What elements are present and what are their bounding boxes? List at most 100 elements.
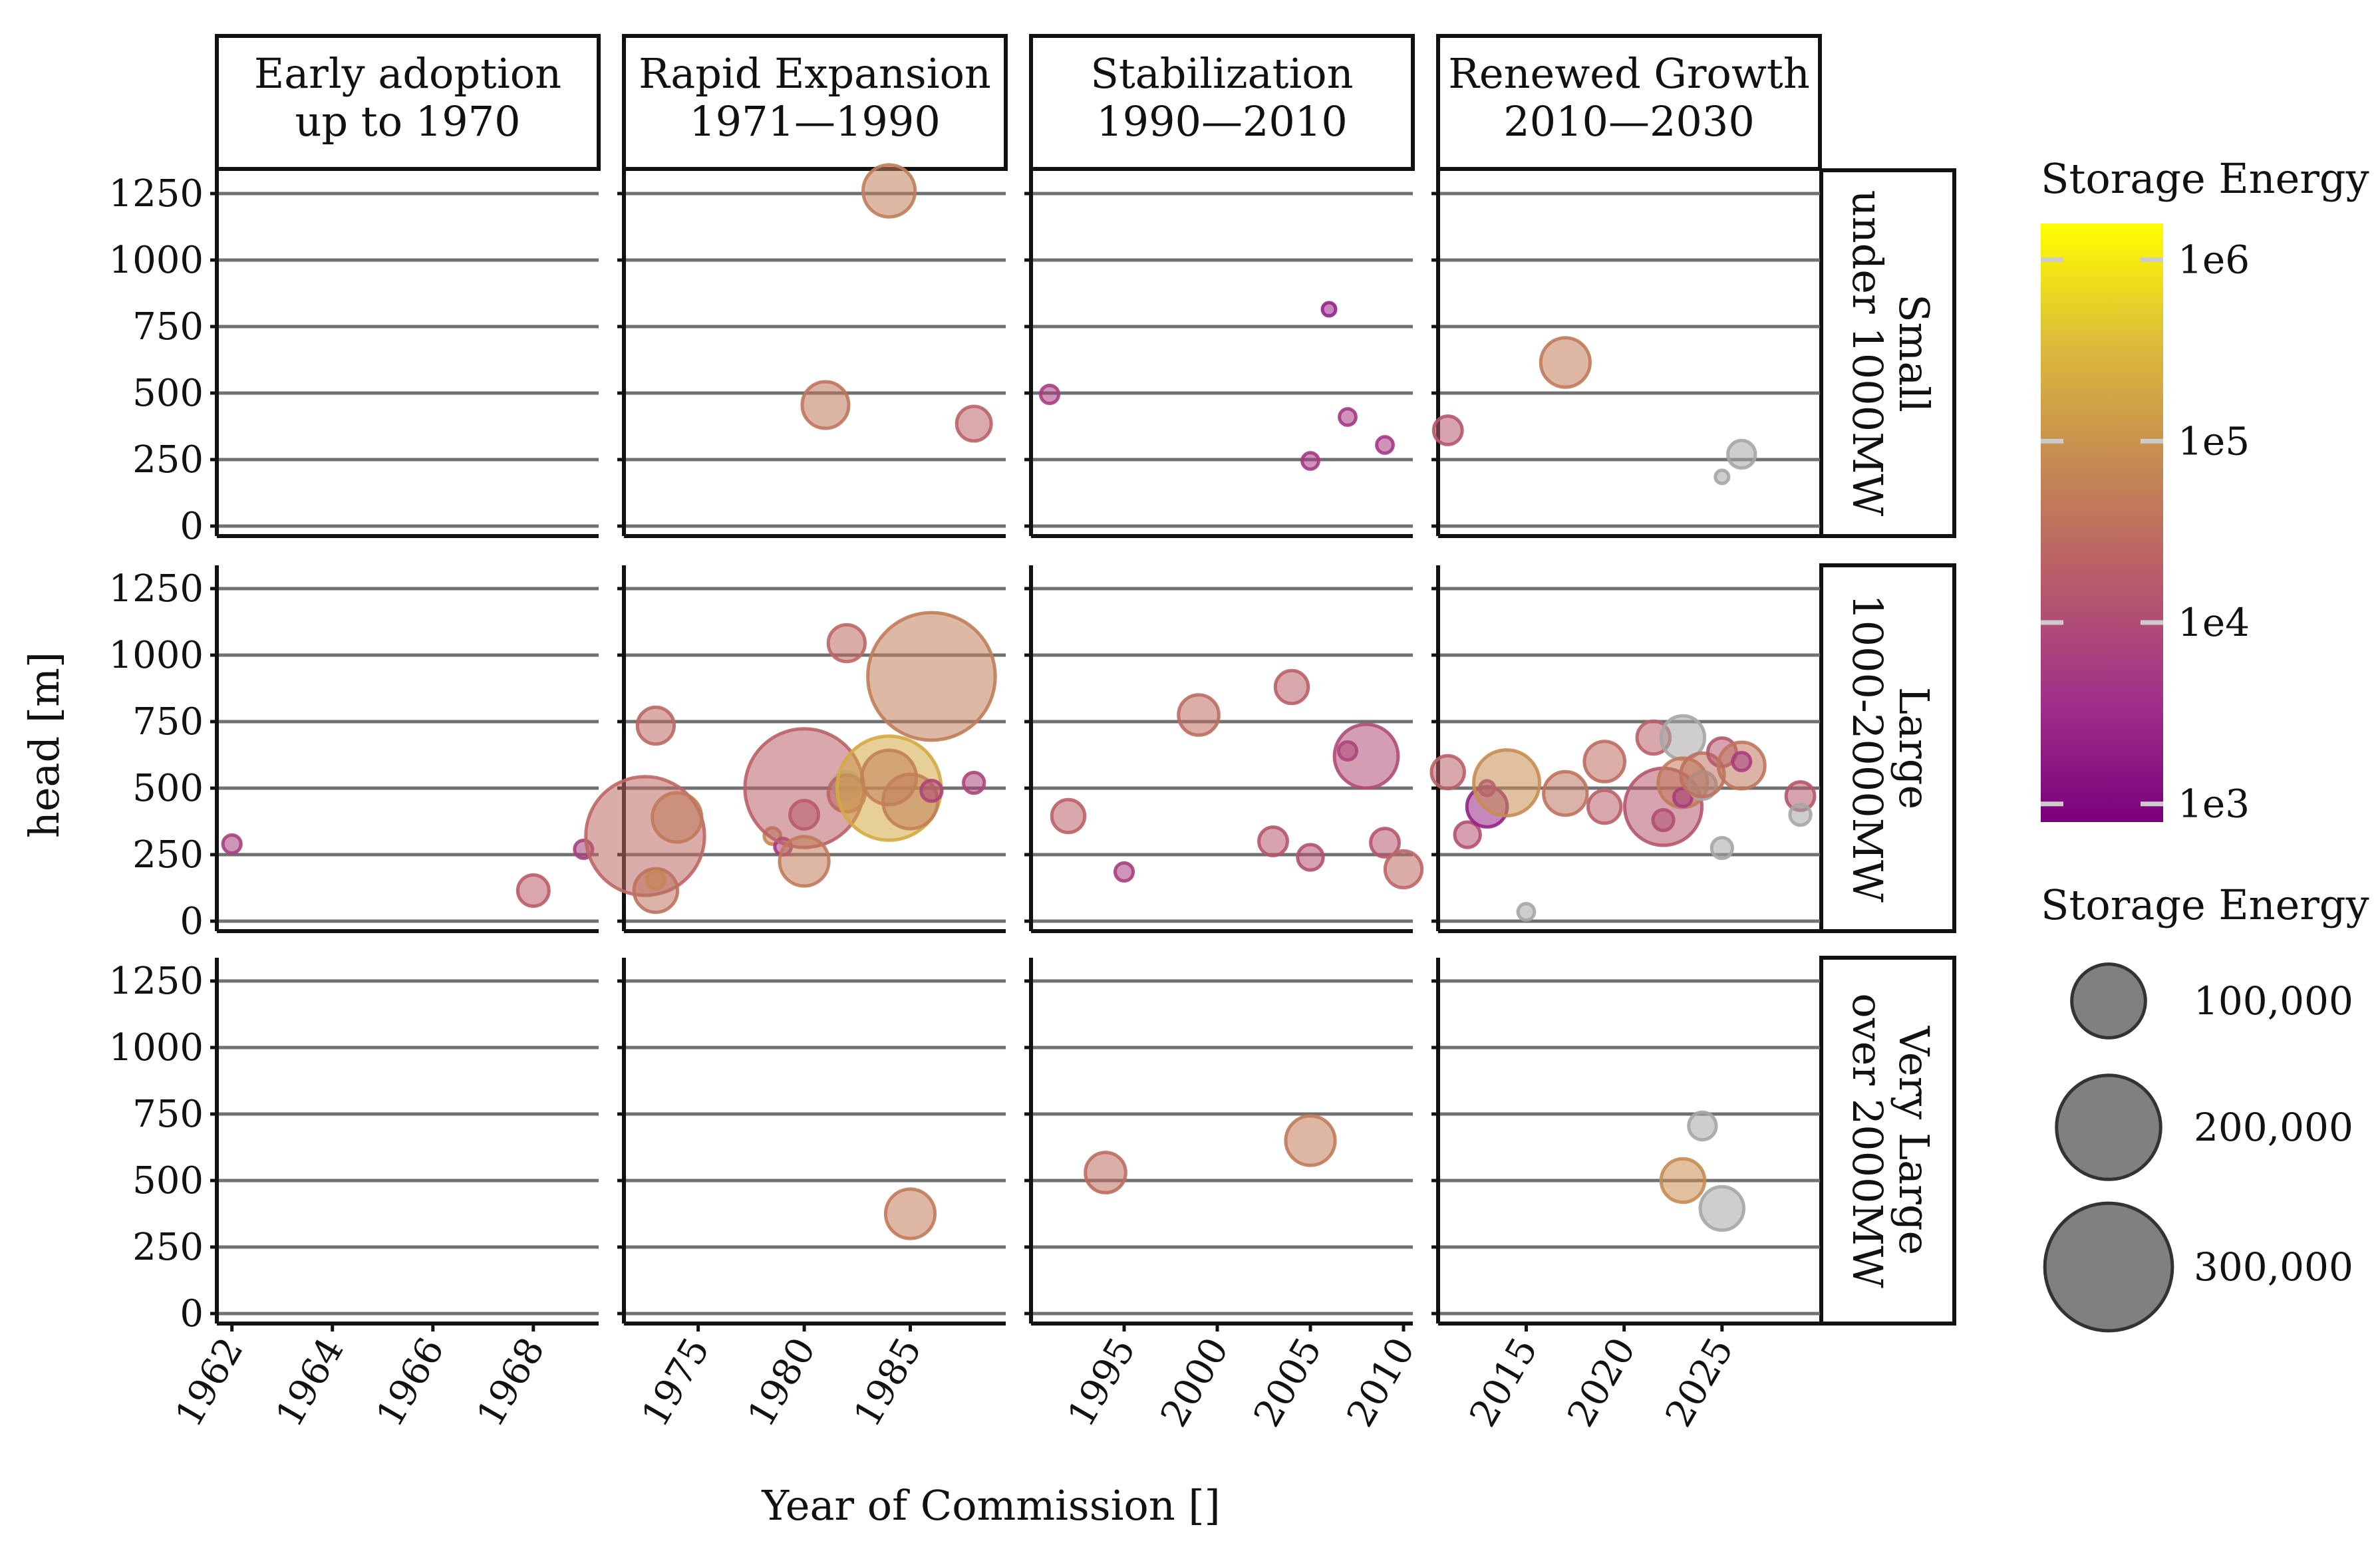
column-strip-range: 2010—2030	[1503, 97, 1755, 146]
data-point	[1369, 827, 1401, 859]
data-point	[1113, 861, 1135, 883]
data-point	[1284, 1114, 1337, 1167]
data-point	[516, 873, 551, 908]
x-tick-label: 1968	[468, 1331, 553, 1435]
facet-panel: 2015 2020 2025	[1431, 958, 1820, 1434]
data-point	[861, 163, 917, 219]
data-point	[1582, 740, 1627, 783]
size-legend-entries: 100,000 200,000 300,000	[2043, 962, 2353, 1333]
y-tick-label: 750	[132, 700, 204, 744]
x-tick-label: 2015	[1461, 1331, 1547, 1435]
y-tick-label: 0	[180, 900, 204, 943]
facet-panel: 0 250 500 750 1000 1250	[108, 170, 599, 548]
color-legend-title: Storage Energy	[2041, 154, 2369, 203]
column-strip-label: Stabilization	[1090, 49, 1353, 98]
column-strip-range: 1971—1990	[689, 97, 941, 146]
y-tick-label: 500	[132, 767, 204, 810]
facet-panel: 0 250 500 750 1000 1250 1962 1964 1966 1968	[108, 958, 599, 1434]
data-point	[1731, 750, 1753, 773]
column-strip-label: Rapid Expansion	[639, 49, 991, 98]
axis-labels: Year of Commission [] head [m]	[20, 652, 1221, 1530]
y-tick-label: 750	[132, 1093, 204, 1136]
facet-panel	[1431, 565, 1820, 933]
row-strip-range: under 1000MW	[1843, 190, 1892, 517]
colorbar-tick-label: 1e6	[2178, 237, 2250, 283]
data-point	[651, 791, 704, 844]
x-tick-label: 1980	[740, 1331, 825, 1435]
data-points	[221, 163, 1817, 1240]
data-point	[1429, 754, 1466, 791]
size-legend-label: 200,000	[2194, 1105, 2353, 1150]
size-legend-circle	[2070, 962, 2147, 1040]
data-point	[866, 611, 997, 742]
y-tick-label: 750	[132, 305, 204, 349]
data-point	[826, 623, 867, 664]
y-tick-label: 250	[132, 833, 204, 877]
data-point	[1431, 414, 1464, 446]
data-point	[955, 404, 993, 443]
y-tick-label: 0	[180, 505, 204, 548]
y-tick-label: 500	[132, 1159, 204, 1202]
y-tick-label: 500	[132, 372, 204, 415]
data-point	[1300, 451, 1320, 471]
data-point	[1788, 802, 1813, 827]
x-tick-label: 2010	[1339, 1331, 1424, 1435]
colorbar-tick-label: 1e5	[2178, 418, 2250, 464]
colorbar	[2041, 223, 2163, 822]
data-point	[1710, 835, 1734, 861]
y-tick-label: 1250	[108, 960, 204, 1003]
x-axis-label: Year of Commission []	[761, 1481, 1221, 1530]
x-tick-label: 1985	[845, 1331, 931, 1435]
row-strip-label: Very Large	[1890, 1026, 1938, 1255]
data-point	[883, 1187, 937, 1240]
x-tick-label: 2000	[1153, 1331, 1238, 1435]
column-strip-range: 1990—2010	[1096, 97, 1348, 146]
size-legend-circle	[2055, 1073, 2162, 1181]
y-tick-label: 1250	[108, 172, 204, 215]
data-point	[1084, 1151, 1127, 1194]
row-strip-range: 1000-2000MW	[1843, 594, 1892, 903]
data-point	[1296, 843, 1325, 872]
data-point	[1273, 668, 1310, 706]
size-legend-title: Storage Energy	[2041, 881, 2369, 929]
size-legend-label: 300,000	[2194, 1244, 2353, 1290]
data-point	[1586, 788, 1623, 825]
data-point	[1338, 407, 1358, 427]
data-point	[962, 770, 986, 795]
column-strip-box	[1436, 34, 1822, 171]
data-point	[635, 705, 676, 746]
data-point	[1320, 301, 1338, 318]
data-point	[1516, 902, 1537, 922]
facet-panel: 1995 2000 2005 2010	[1024, 958, 1423, 1434]
facet-panel	[1024, 565, 1413, 933]
data-point	[1472, 748, 1542, 817]
data-point	[1713, 468, 1731, 486]
row-strip-range: over 2000MW	[1843, 993, 1892, 1288]
data-point	[1375, 435, 1395, 455]
data-point	[1687, 1110, 1718, 1142]
row-strip-label: Large	[1890, 687, 1938, 809]
size-legend-label: 100,000	[2194, 978, 2353, 1024]
x-tick-label: 1975	[633, 1331, 718, 1435]
data-point	[1539, 336, 1592, 389]
colorbar-ticks: 1e3 1e4 1e5 1e6	[2041, 237, 2250, 827]
column-strip-label: Renewed Growth	[1448, 49, 1810, 98]
data-point	[1698, 1185, 1746, 1232]
y-tick-label: 1250	[108, 567, 204, 611]
data-point	[221, 833, 243, 855]
data-point	[1726, 438, 1757, 470]
y-tick-label: 0	[180, 1292, 204, 1335]
x-tick-label: 1964	[267, 1331, 353, 1435]
y-tick-label: 250	[132, 438, 204, 482]
data-point	[1542, 770, 1589, 817]
facet-panel: 0 250 500 750 1000 1250	[108, 565, 599, 943]
x-tick-label: 1966	[368, 1331, 453, 1435]
